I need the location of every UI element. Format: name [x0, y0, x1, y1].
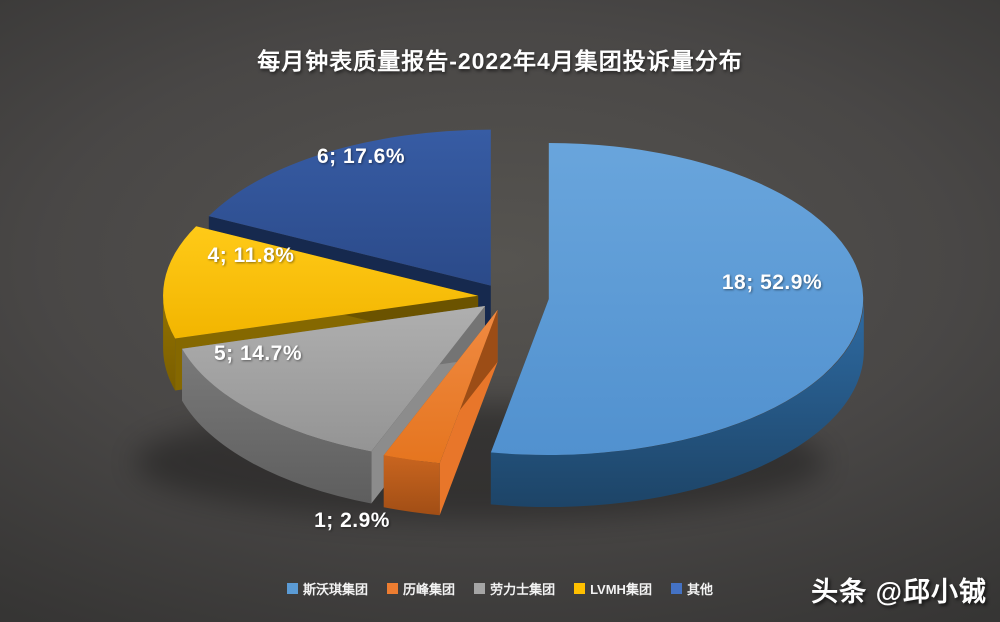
- legend-item-2: 劳力士集团: [474, 579, 555, 598]
- legend-item-0: 斯沃琪集团: [287, 579, 368, 598]
- slice-3-top: [163, 226, 479, 339]
- legend-label: 其他: [686, 582, 713, 597]
- legend-label: LVMH集团: [590, 582, 652, 597]
- legend-swatch-icon: [387, 583, 399, 594]
- legend-item-4: 其他: [670, 579, 713, 598]
- legend-swatch-icon: [670, 583, 682, 594]
- legend-swatch-icon: [474, 583, 486, 594]
- legend-item-3: LVMH集团: [574, 579, 652, 598]
- legend-swatch-icon: [287, 583, 299, 594]
- legend-label: 斯沃琪集团: [303, 582, 369, 597]
- slice-2-rim: [182, 348, 372, 504]
- legend-item-1: 历峰集团: [387, 579, 455, 598]
- data-label-2: 5; 14.7%: [213, 342, 303, 365]
- data-label-1: 1; 2.9%: [314, 509, 390, 532]
- chart-title: 每月钟表质量报告-2022年4月集团投诉量分布: [257, 48, 743, 74]
- slice-4-top: [208, 129, 491, 286]
- slice-0-top: [490, 143, 864, 455]
- watermark: 头条 @邱小铖: [811, 577, 987, 607]
- slice-1-rim: [383, 455, 440, 516]
- data-label-3: 4; 11.8%: [207, 244, 295, 267]
- slice-0-rim: [490, 299, 864, 508]
- legend: 斯沃琪集团 历峰集团 劳力士集团 LVMH集团 其他: [0, 579, 1000, 598]
- slice-3-rim: [163, 295, 176, 391]
- legend-label: 劳力士集团: [490, 582, 556, 597]
- data-label-0: 18; 52.9%: [721, 271, 823, 294]
- legend-swatch-icon: [574, 583, 586, 594]
- legend-label: 历峰集团: [403, 582, 456, 597]
- data-label-4: 6; 17.6%: [316, 145, 406, 168]
- slice-1-top: [383, 309, 498, 464]
- slice-2-top: [182, 306, 485, 452]
